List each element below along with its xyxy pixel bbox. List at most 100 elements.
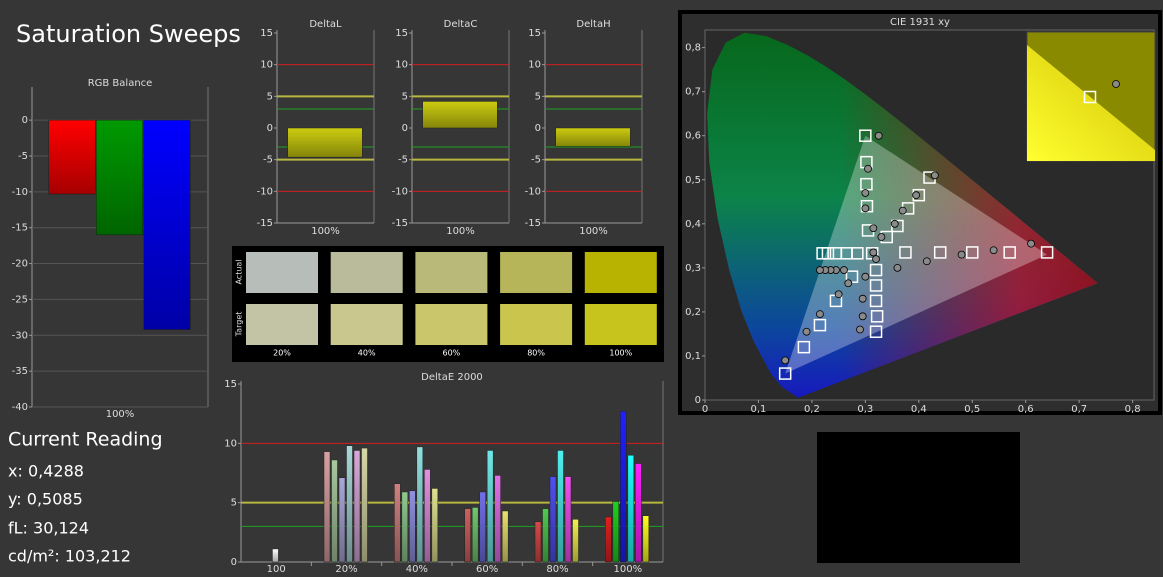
y-tick-label: 0,1 xyxy=(685,351,701,362)
x-tick-label: 40% xyxy=(406,564,428,575)
swatch xyxy=(330,304,403,345)
actual-marker xyxy=(858,312,867,321)
bar-shade xyxy=(431,488,438,562)
y-tick-label: 15 xyxy=(260,28,273,39)
swatch xyxy=(330,252,403,293)
x-tick-label: 0,6 xyxy=(1018,404,1034,415)
swatch xyxy=(584,304,657,345)
y-tick-label: 15 xyxy=(528,28,541,39)
x-tick-label: 0,7 xyxy=(1071,404,1087,415)
y-tick-label: -15 xyxy=(12,223,28,234)
reading-line: fL: 30,124 xyxy=(8,519,89,538)
bar-shade xyxy=(287,128,363,158)
y-tick-label: -10 xyxy=(257,186,273,197)
x-tick-label: 0,2 xyxy=(804,404,820,415)
target-marker xyxy=(1003,246,1016,259)
bar-shade xyxy=(627,455,634,562)
bar-shade xyxy=(572,519,579,562)
bar-shade xyxy=(422,101,498,128)
y-tick-label: -15 xyxy=(257,218,273,229)
y-tick-label: -15 xyxy=(525,218,541,229)
y-tick-label: 0,7 xyxy=(685,87,701,98)
bar-shade xyxy=(143,120,191,330)
y-tick-label: 0 xyxy=(267,123,273,134)
swatch xyxy=(246,304,318,345)
bar-shade xyxy=(409,490,416,562)
column-label: 80% xyxy=(527,349,545,358)
x-tick-label: 60% xyxy=(476,564,498,575)
actual-marker xyxy=(1112,80,1120,88)
target-marker xyxy=(869,294,883,308)
x-tick-label: 0,4 xyxy=(911,404,927,415)
actual-marker xyxy=(869,224,878,233)
actual-marker xyxy=(861,272,870,281)
bar-shade xyxy=(612,501,619,562)
bar-shade xyxy=(472,507,479,562)
y-tick-label: 0 xyxy=(695,395,701,406)
bar-shade xyxy=(394,483,401,562)
gamut-triangle xyxy=(785,135,1048,374)
swatch xyxy=(500,304,573,345)
actual-marker xyxy=(874,131,883,140)
target-marker xyxy=(1040,246,1054,259)
chart-title: CIE 1931 xy xyxy=(890,17,950,28)
y-tick-label: 5 xyxy=(402,91,408,102)
y-tick-label: -35 xyxy=(12,366,28,377)
y-tick-label: 0,6 xyxy=(685,131,701,142)
actual-marker xyxy=(890,219,899,228)
chart-title: DeltaL xyxy=(309,19,342,30)
chart-title: RGB Balance xyxy=(88,78,153,89)
y-tick-label: -40 xyxy=(12,402,28,413)
bar-shade xyxy=(464,508,471,562)
actual-marker xyxy=(856,325,864,334)
bar-shade xyxy=(487,450,494,562)
y-tick-label: 0,3 xyxy=(685,263,701,274)
x-tick-label: 100% xyxy=(614,564,643,575)
target-marker xyxy=(797,340,811,354)
bar-shade xyxy=(361,448,368,562)
y-tick-label: -30 xyxy=(12,330,28,341)
actual-marker xyxy=(872,255,880,263)
column-label: 60% xyxy=(443,349,461,358)
y-tick-label: -10 xyxy=(12,187,28,198)
target-marker xyxy=(813,318,827,332)
actual-marker xyxy=(861,204,870,213)
target-marker xyxy=(829,247,843,260)
bar-shade xyxy=(494,475,501,562)
actual-marker xyxy=(816,266,824,274)
x-tick-label: 100% xyxy=(579,226,608,237)
x-tick-label: 100% xyxy=(106,409,135,420)
bar-shade xyxy=(542,508,549,562)
y-tick-label: -5 xyxy=(531,155,541,166)
bar-shade xyxy=(331,459,338,562)
reading-line: y: 0,5085 xyxy=(8,490,83,509)
actual-marker xyxy=(922,257,931,266)
target-marker xyxy=(816,247,829,260)
y-tick-label: 0,2 xyxy=(685,307,701,318)
column-label: 40% xyxy=(358,349,376,358)
chart-title: DeltaE 2000 xyxy=(421,372,483,383)
bar-shade xyxy=(346,445,353,562)
y-tick-label: 5 xyxy=(267,91,273,102)
target-marker xyxy=(870,310,884,323)
y-tick-label: 0 xyxy=(22,115,28,126)
target-marker xyxy=(869,325,883,338)
column-label: 100% xyxy=(609,349,632,358)
bar-shade xyxy=(272,548,279,562)
actual-marker xyxy=(781,356,790,365)
reading-line: cd/m²: 103,212 xyxy=(8,547,131,566)
page-title: Saturation Sweeps xyxy=(16,20,241,48)
bar-shade xyxy=(565,476,571,562)
y-tick-label: -10 xyxy=(392,186,408,197)
y-tick-label: 0,8 xyxy=(685,43,701,54)
actual-marker xyxy=(834,290,843,299)
actual-marker xyxy=(957,250,966,259)
y-tick-label: -5 xyxy=(18,151,28,162)
bar-shade xyxy=(354,450,360,562)
bar-shade xyxy=(620,411,627,562)
row-label: Actual xyxy=(235,259,244,284)
chart-title: DeltaC xyxy=(444,19,478,30)
actual-marker xyxy=(858,294,867,303)
x-tick-label: 100% xyxy=(311,226,340,237)
